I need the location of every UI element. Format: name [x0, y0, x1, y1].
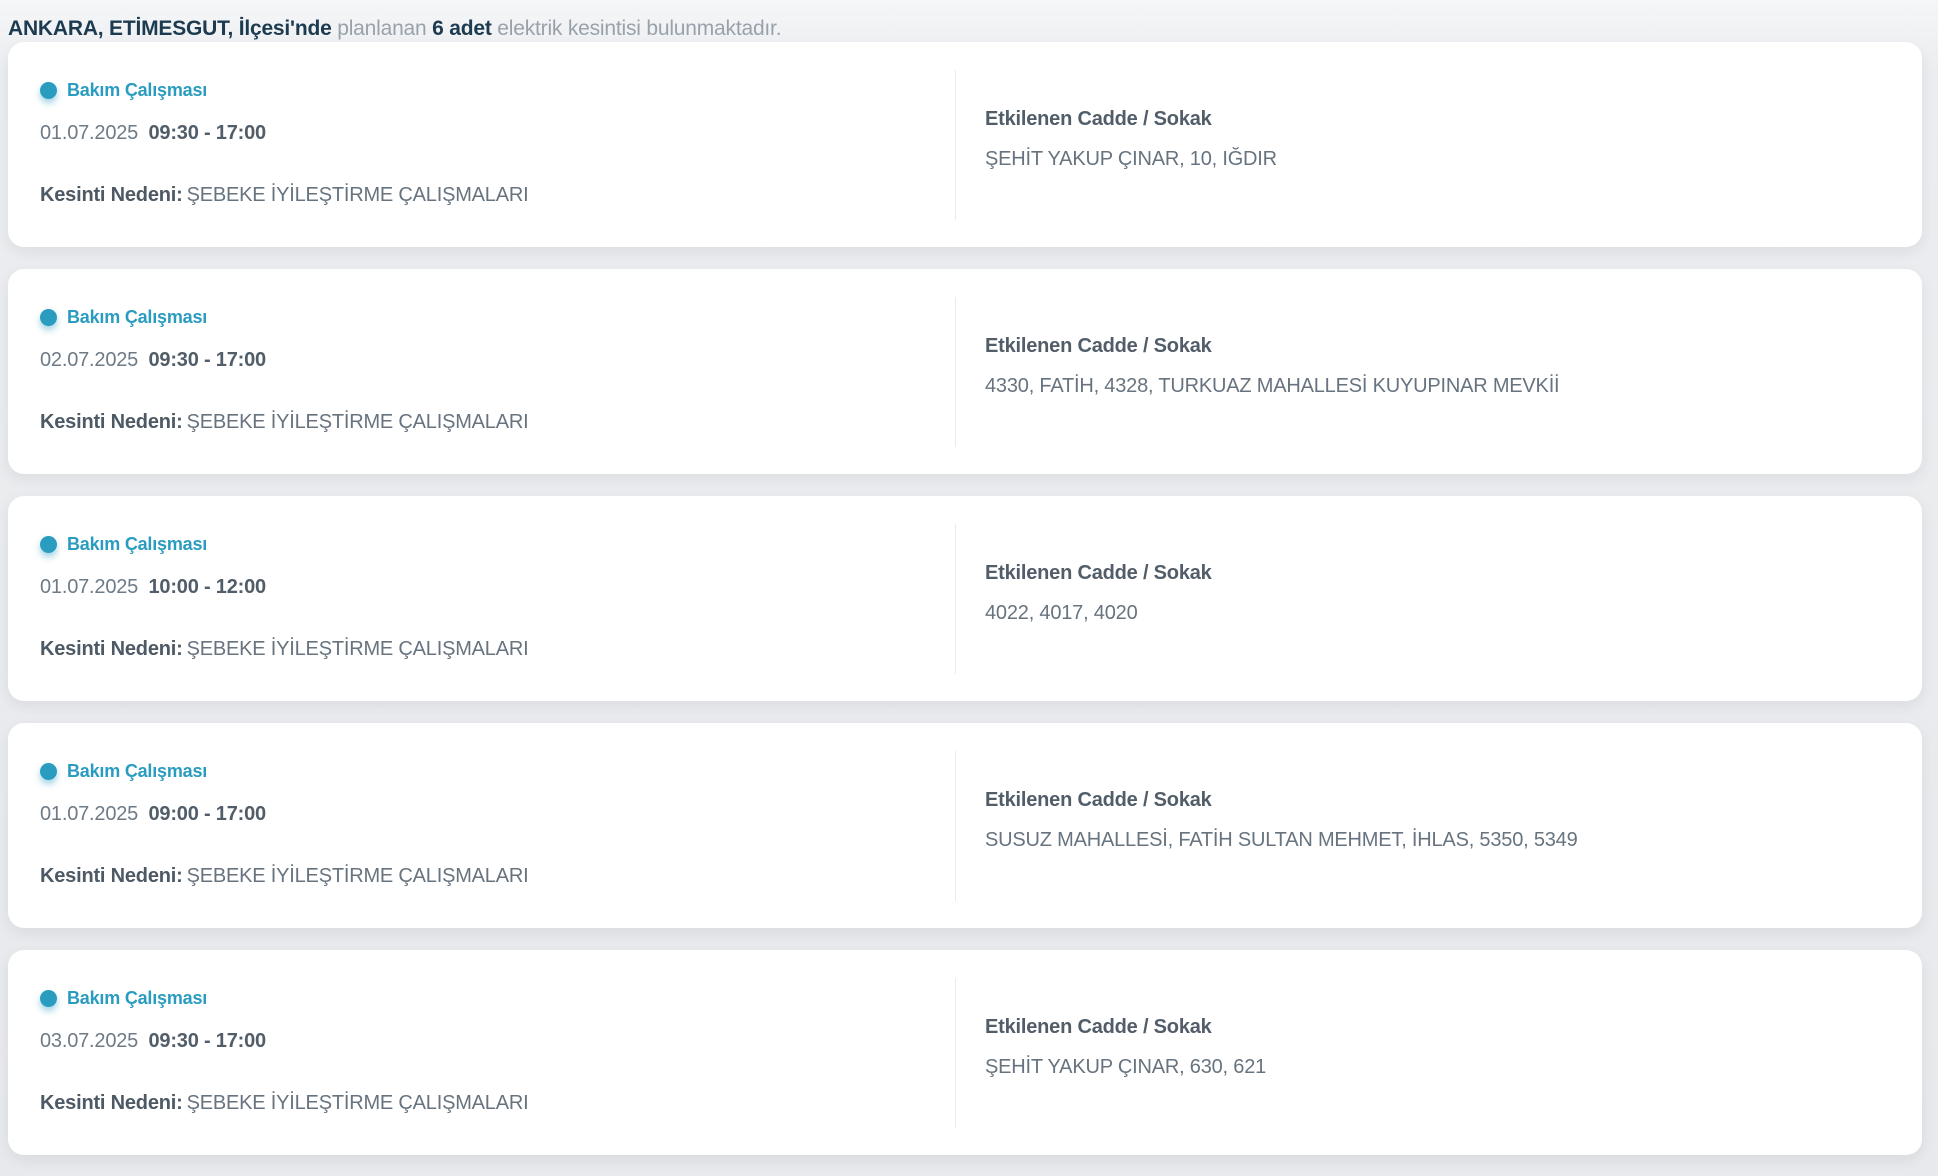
- outage-reason-label: Kesinti Nedeni:: [40, 411, 183, 433]
- outage-type-label: Bakım Çalışması: [67, 988, 208, 1008]
- outage-reason-value: ŞEBEKE İYİLEŞTİRME ÇALIŞMALARI: [186, 865, 529, 887]
- card-divider: [955, 977, 956, 1128]
- outage-reason-label: Kesinti Nedeni:: [40, 184, 183, 206]
- affected-streets-heading: Etkilenen Cadde / Sokak: [985, 562, 1212, 584]
- outage-card-left: Bakım Çalışması 01.07.2025 09:30 - 17:00…: [8, 42, 955, 247]
- outage-reason-value: ŞEBEKE İYİLEŞTİRME ÇALIŞMALARI: [186, 638, 529, 660]
- summary-middle-text: planlanan: [337, 17, 427, 40]
- outage-reason-value: ŞEBEKE İYİLEŞTİRME ÇALIŞMALARI: [186, 411, 529, 433]
- summary-location: ANKARA, ETİMESGUT, İlçesi'nde: [8, 17, 332, 40]
- affected-streets-heading: Etkilenen Cadde / Sokak: [985, 789, 1212, 811]
- outage-reason-row: Kesinti Nedeni: ŞEBEKE İYİLEŞTİRME ÇALIŞM…: [40, 184, 955, 206]
- maintenance-dot-icon: [40, 763, 57, 780]
- outage-time-range: 09:00 - 17:00: [148, 803, 266, 825]
- outage-reason-value: ŞEBEKE İYİLEŞTİRME ÇALIŞMALARI: [186, 184, 529, 206]
- outage-card-left: Bakım Çalışması 01.07.2025 10:00 - 12:00…: [8, 496, 955, 701]
- outage-date: 01.07.2025: [40, 803, 139, 825]
- maintenance-dot-icon: [40, 82, 57, 99]
- outage-type-label: Bakım Çalışması: [67, 534, 208, 554]
- outage-card-right: Etkilenen Cadde / Sokak 4330, FATİH, 432…: [956, 269, 1922, 474]
- outage-type-row: Bakım Çalışması: [40, 534, 955, 555]
- maintenance-dot-icon: [40, 309, 57, 326]
- outage-reason-row: Kesinti Nedeni: ŞEBEKE İYİLEŞTİRME ÇALIŞM…: [40, 865, 955, 887]
- outage-time-range: 09:30 - 17:00: [148, 122, 266, 144]
- affected-streets-value: SUSUZ MAHALLESİ, FATİH SULTAN MEHMET, İH…: [985, 829, 1578, 851]
- outage-summary-line: ANKARA, ETİMESGUT, İlçesi'nde planlanan …: [0, 0, 1938, 42]
- outage-card: Bakım Çalışması 01.07.2025 09:00 - 17:00…: [8, 723, 1922, 928]
- affected-streets-heading: Etkilenen Cadde / Sokak: [985, 335, 1212, 357]
- outage-card: Bakım Çalışması 02.07.2025 09:30 - 17:00…: [8, 269, 1922, 474]
- outage-datetime: 01.07.2025 10:00 - 12:00: [40, 576, 955, 598]
- outage-time-range: 09:30 - 17:00: [148, 1030, 266, 1052]
- outage-reason-row: Kesinti Nedeni: ŞEBEKE İYİLEŞTİRME ÇALIŞM…: [40, 638, 955, 660]
- card-divider: [955, 296, 956, 447]
- outage-date: 02.07.2025: [40, 349, 139, 371]
- card-divider: [955, 750, 956, 901]
- outage-card-left: Bakım Çalışması 01.07.2025 09:00 - 17:00…: [8, 723, 955, 928]
- outage-date: 01.07.2025: [40, 576, 139, 598]
- affected-streets-value: ŞEHİT YAKUP ÇINAR, 10, IĞDIR: [985, 148, 1277, 170]
- outage-card: Bakım Çalışması 01.07.2025 09:30 - 17:00…: [8, 42, 1922, 247]
- outage-type-label: Bakım Çalışması: [67, 307, 208, 327]
- card-divider: [955, 523, 956, 674]
- outage-reason-label: Kesinti Nedeni:: [40, 638, 183, 660]
- summary-tail-text: elektrik kesintisi bulunmaktadır.: [497, 17, 782, 40]
- outage-reason-label: Kesinti Nedeni:: [40, 1092, 183, 1114]
- outage-datetime: 01.07.2025 09:30 - 17:00: [40, 122, 955, 144]
- maintenance-dot-icon: [40, 536, 57, 553]
- outage-time-range: 10:00 - 12:00: [148, 576, 266, 598]
- outage-datetime: 01.07.2025 09:00 - 17:00: [40, 803, 955, 825]
- outage-time-range: 09:30 - 17:00: [148, 349, 266, 371]
- outage-type-row: Bakım Çalışması: [40, 761, 955, 782]
- card-divider: [955, 69, 956, 220]
- outage-reason-row: Kesinti Nedeni: ŞEBEKE İYİLEŞTİRME ÇALIŞM…: [40, 411, 955, 433]
- outage-card-left: Bakım Çalışması 02.07.2025 09:30 - 17:00…: [8, 269, 955, 474]
- affected-streets-heading: Etkilenen Cadde / Sokak: [985, 1016, 1212, 1038]
- affected-streets-value: ŞEHİT YAKUP ÇINAR, 630, 621: [985, 1056, 1267, 1078]
- outage-datetime: 03.07.2025 09:30 - 17:00: [40, 1030, 955, 1052]
- affected-streets-heading: Etkilenen Cadde / Sokak: [985, 108, 1212, 130]
- outage-type-row: Bakım Çalışması: [40, 988, 955, 1009]
- outage-card-right: Etkilenen Cadde / Sokak SUSUZ MAHALLESİ,…: [956, 723, 1922, 928]
- affected-streets-value: 4022, 4017, 4020: [985, 602, 1138, 624]
- outage-type-row: Bakım Çalışması: [40, 307, 955, 328]
- maintenance-dot-icon: [40, 990, 57, 1007]
- outage-type-row: Bakım Çalışması: [40, 80, 955, 101]
- outage-reason-value: ŞEBEKE İYİLEŞTİRME ÇALIŞMALARI: [186, 1092, 529, 1114]
- outage-datetime: 02.07.2025 09:30 - 17:00: [40, 349, 955, 371]
- outage-card: Bakım Çalışması 03.07.2025 09:30 - 17:00…: [8, 950, 1922, 1155]
- outage-reason-label: Kesinti Nedeni:: [40, 865, 183, 887]
- outage-card-right: Etkilenen Cadde / Sokak 4022, 4017, 4020: [956, 496, 1922, 701]
- summary-outage-count: 6 adet: [432, 17, 492, 40]
- outage-reason-row: Kesinti Nedeni: ŞEBEKE İYİLEŞTİRME ÇALIŞM…: [40, 1092, 955, 1114]
- outage-card-right: Etkilenen Cadde / Sokak ŞEHİT YAKUP ÇINA…: [956, 950, 1922, 1155]
- outage-card: Bakım Çalışması 01.07.2025 10:00 - 12:00…: [8, 496, 1922, 701]
- outage-type-label: Bakım Çalışması: [67, 80, 208, 100]
- affected-streets-value: 4330, FATİH, 4328, TURKUAZ MAHALLESİ KUY…: [985, 375, 1560, 397]
- outage-type-label: Bakım Çalışması: [67, 761, 208, 781]
- outage-date: 01.07.2025: [40, 122, 139, 144]
- outage-card-right: Etkilenen Cadde / Sokak ŞEHİT YAKUP ÇINA…: [956, 42, 1922, 247]
- outage-date: 03.07.2025: [40, 1030, 139, 1052]
- outage-card-left: Bakım Çalışması 03.07.2025 09:30 - 17:00…: [8, 950, 955, 1155]
